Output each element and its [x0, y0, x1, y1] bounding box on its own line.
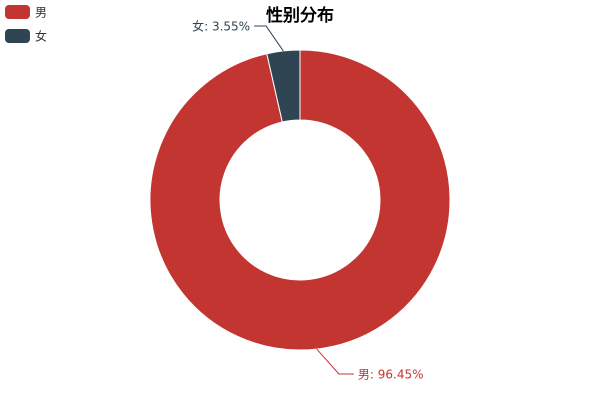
- slice-女[interactable]: [266, 49, 301, 123]
- slice-label: 男: 96.45%: [358, 367, 424, 381]
- slice-label: 女: 3.55%: [192, 19, 250, 34]
- slice-labels: 男: 96.45% 女: 3.55%: [192, 19, 423, 382]
- label-line: [316, 348, 354, 375]
- slices: [149, 49, 451, 351]
- legend-swatch[interactable]: [5, 5, 30, 19]
- legend-swatch[interactable]: [5, 29, 30, 43]
- label-line: [254, 25, 284, 52]
- slice-男[interactable]: [149, 49, 451, 351]
- chart-title: 性别分布: [266, 5, 334, 26]
- legend-item-label[interactable]: 男: [35, 6, 47, 20]
- legend-item-label[interactable]: 女: [35, 29, 47, 44]
- legend: 男女: [5, 5, 47, 44]
